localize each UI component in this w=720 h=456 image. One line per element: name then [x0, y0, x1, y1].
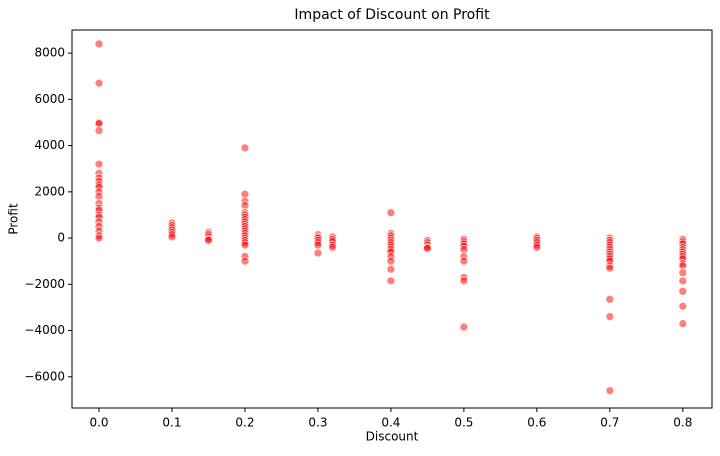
y-tick-label: −4000: [24, 323, 65, 337]
y-axis-label: Profit: [7, 203, 21, 235]
scatter-point: [423, 244, 432, 253]
scatter-point: [313, 248, 323, 258]
x-tick-label: 0.2: [235, 416, 254, 430]
scatter-point: [678, 286, 688, 296]
scatter-point: [386, 276, 396, 286]
plot-frame: [71, 29, 713, 409]
y-tick-label: 0: [57, 231, 65, 245]
scatter-point: [605, 386, 615, 396]
scatter-point: [240, 256, 250, 266]
x-tick-label: 0.0: [89, 416, 108, 430]
scatter-point: [240, 143, 250, 153]
x-tick-label: 0.3: [308, 416, 327, 430]
scatter-point: [605, 294, 615, 304]
scatter-point: [94, 78, 104, 88]
scatter-point: [313, 240, 323, 250]
scatter-point: [386, 256, 396, 266]
scatter-point: [605, 263, 615, 273]
scatter-point: [94, 159, 104, 169]
y-tick-label: −2000: [24, 277, 65, 291]
x-tick-label: 0.7: [600, 416, 619, 430]
scatter-point: [678, 268, 688, 278]
y-tick-label: −6000: [24, 369, 65, 383]
x-tick-label: 0.4: [381, 416, 400, 430]
x-tick-label: 0.1: [162, 416, 181, 430]
chart-title: Impact of Discount on Profit: [294, 7, 490, 23]
scatter-point: [532, 242, 542, 252]
scatter-point: [94, 126, 104, 135]
scatter-point: [94, 39, 104, 49]
scatter-point: [386, 208, 396, 217]
scatter-point: [167, 232, 177, 242]
scatter-point: [459, 256, 469, 266]
y-tick-label: 6000: [34, 92, 65, 106]
scatter-point: [459, 322, 469, 332]
scatter-point: [678, 319, 688, 328]
scatter-point: [240, 240, 250, 250]
scatter-point: [204, 236, 213, 245]
scatter-point: [386, 264, 396, 274]
y-tick-label: 8000: [34, 46, 65, 60]
scatter-point: [678, 301, 688, 311]
x-tick-label: 0.8: [673, 416, 692, 430]
x-tick-label: 0.5: [454, 416, 473, 430]
scatter-point: [605, 312, 615, 322]
scatter-point: [94, 233, 104, 243]
y-tick-label: 4000: [34, 138, 65, 152]
scatter-point: [678, 276, 688, 286]
scatter-point: [328, 242, 337, 252]
x-tick-label: 0.6: [527, 416, 546, 430]
y-tick-label: 2000: [34, 184, 65, 198]
scatter-point: [459, 276, 469, 286]
x-axis-label: Discount: [366, 430, 419, 444]
